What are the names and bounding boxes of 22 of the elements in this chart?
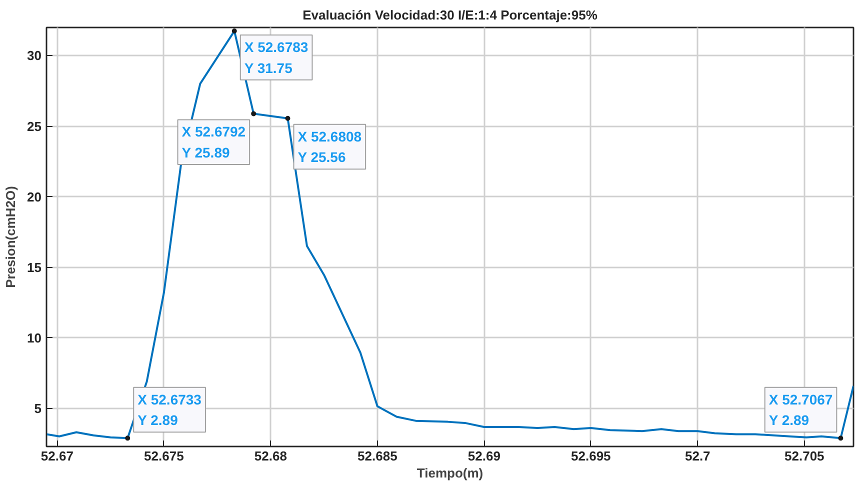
x-tick-label: 52.67 — [40, 448, 74, 464]
chart-title: Evaluación Velocidad:30 I/E:1:4 Porcentaje:95% — [302, 8, 598, 22]
x-tick-label: 52.675 — [144, 448, 184, 464]
x-tick-label: 52.685 — [358, 448, 398, 464]
y-tick-label: 10 — [27, 330, 42, 346]
x-axis-title: Tiempo(m) — [416, 466, 484, 480]
y-tick-label: 15 — [27, 260, 42, 275]
y-tick-label: 20 — [27, 189, 42, 204]
x-tick-label: 52.7 — [685, 448, 710, 464]
annotation: X 52.6733 Y 2.89 — [138, 391, 202, 428]
x-tick-label: 52.68 — [254, 448, 287, 464]
x-tick-label: 52.705 — [784, 448, 824, 464]
annotation: X 52.6808 Y 25.56 — [298, 128, 362, 166]
y-axis-title: Presion(cmH2O) — [3, 186, 18, 288]
x-tick-label: 52.69 — [468, 448, 500, 464]
annotation: X 52.7067 Y 2.89 — [768, 391, 833, 428]
y-tick-label: 30 — [27, 48, 42, 64]
annotation: X 52.6783 Y 31.75 — [244, 39, 308, 76]
annotation: X 52.6792 Y 25.89 — [182, 124, 246, 160]
y-tick-label: 5 — [34, 400, 42, 416]
y-tick-label: 25 — [27, 118, 42, 134]
x-tick-label: 52.695 — [571, 448, 611, 464]
